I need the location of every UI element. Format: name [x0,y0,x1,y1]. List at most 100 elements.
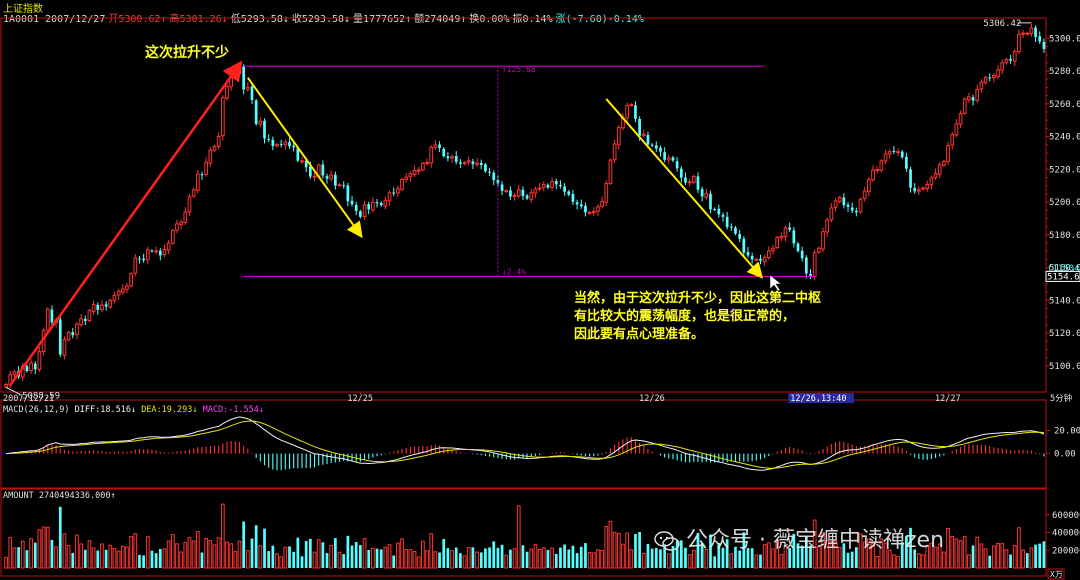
amount-bar-down [646,543,650,568]
candle-body-up [775,236,780,249]
candle-body-down [579,204,583,207]
amount-bar-up [462,555,467,569]
candle-body-down [50,309,54,323]
amount-bar-down [809,545,812,568]
amount-bar-up [887,549,892,569]
amount-bar-up [466,547,471,569]
candle-body-down [638,118,641,136]
amount-title: AMOUNT 2740494336.000↑ [3,491,116,501]
price-tick-label-0: 5300.00 [1049,34,1080,44]
quote-field-8: 振0.14% [512,14,553,25]
candle-body-up [1021,32,1025,35]
amount-bar-down [304,541,308,568]
red-rise-arrow [9,60,243,387]
candle-body-down [750,255,754,260]
band-top-label: ↑125.68 [502,65,536,74]
candle-body-up [979,81,984,90]
amount-unit-label: X万 [1050,570,1063,579]
candle-body-up [954,123,959,136]
price-frame [0,17,1047,393]
candle-body-down [242,66,246,90]
amount-bar-down [1025,553,1029,568]
amount-bar-down [654,547,658,568]
candle-body-down [267,139,271,141]
amount-bar-up [762,544,767,569]
macd-tick-label-0: 20.00 [1054,427,1080,437]
candle-body-down [725,216,729,228]
candle-body-up [754,258,759,261]
candle-body-down [58,319,62,355]
amount-bar-up [100,543,104,569]
amount-bar-up [229,543,234,569]
candle-body-down [1009,58,1012,61]
candle-body-down [138,258,141,260]
bottom-note-line-1: 当然，由于这次拉升不少，因此这第二中枢 [574,291,822,306]
amount-bar-down [659,549,662,568]
candle-body-down [717,208,721,215]
amount-bar-down [392,555,396,568]
candle-body-down [367,204,371,210]
amount-bar-down [438,552,441,568]
candle-body-up [1012,51,1017,62]
candle-body-up [962,98,967,114]
amount-bar-down [367,550,371,568]
amount-bar-down [1034,544,1037,568]
candle-body-down [150,250,154,252]
candle-body-up [762,256,767,263]
amount-bar-up [175,543,179,569]
candle-body-down [892,150,896,152]
candle-body-down [33,363,37,370]
amount-bar-down [788,548,792,568]
amount-bar-up [512,548,517,569]
amount-bar-up [400,538,404,569]
candle-body-up [79,318,83,326]
candle-body-up [625,105,629,119]
amount-bar-up [208,540,213,569]
candle-body-up [475,162,479,165]
amount-bar-up [600,550,604,569]
candle-body-up [212,146,217,151]
candle-body-up [258,120,263,125]
candle-body-down [759,258,762,261]
amount-bar-down [804,536,808,568]
candle-body-up [170,230,175,244]
candle-body-down [438,144,441,149]
candle-body-down [334,174,337,186]
amount-bar-up [62,533,67,569]
x-label-1: 12/25 [347,394,373,404]
amount-bar-up [946,527,950,569]
candle-body-down [846,204,850,207]
candle-body-down [571,193,575,202]
candle-body-up [529,192,534,200]
amount-bar-up [958,540,963,569]
amount-bar-up [837,546,842,569]
candle-body-down [646,134,650,145]
amount-bar-up [433,551,438,569]
candle-body-down [809,273,812,277]
amount-bar-down [521,545,525,568]
candle-body-up [108,299,113,308]
amount-bar-down [684,547,687,568]
amount-bar-down [342,554,346,568]
amount-bar-down [796,543,800,568]
amount-bar-up [996,543,1000,569]
quote-field-1: 开5300.62↑ [108,14,167,25]
quote-field-3: 低5293.58↓ [230,14,289,25]
candle-body-up [833,200,838,208]
amount-bar-up [550,547,554,569]
candle-body-up [771,247,775,252]
amount-bar-down [913,549,917,568]
amount-bar-up [612,531,617,569]
amount-bar-up [962,536,967,569]
candle-body-up [175,223,179,231]
candle-body-up [208,149,213,164]
amount-bar-up [4,556,8,569]
amount-bar-up [79,543,83,569]
amount-bar-down [267,551,271,568]
amount-bar-up [41,526,46,569]
amount-bar-up [875,555,880,569]
candle-body-down [650,144,654,146]
amount-bar-down [1038,543,1042,568]
candle-body-up [917,189,921,192]
